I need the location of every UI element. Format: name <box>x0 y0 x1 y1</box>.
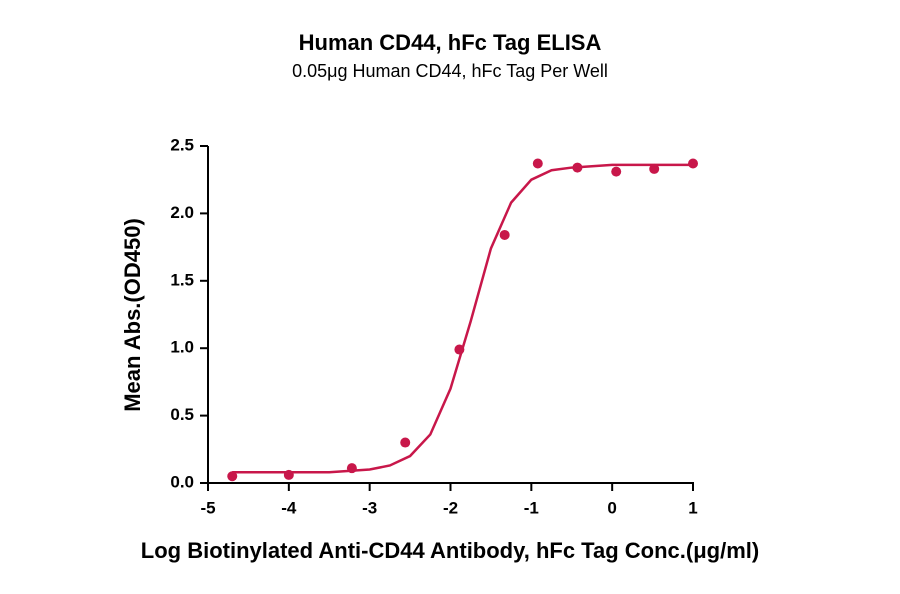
data-point <box>400 437 411 448</box>
data-point <box>688 158 698 169</box>
chart-title: Human CD44, hFc Tag ELISA <box>299 30 602 55</box>
y-tick-label: 2.5 <box>170 135 194 154</box>
data-point <box>532 158 543 169</box>
x-tick-label: -5 <box>200 498 215 517</box>
chart-subtitle: 0.05μg Human CD44, hFc Tag Per Well <box>292 61 608 81</box>
y-tick-label: 1.5 <box>170 270 194 289</box>
data-point <box>649 163 660 174</box>
y-tick-label: 0.0 <box>170 472 194 491</box>
data-point <box>227 471 238 482</box>
x-tick-label: -1 <box>524 498 539 517</box>
y-axis-label: Mean Abs.(OD450) <box>120 218 145 412</box>
y-tick-label: 2.0 <box>170 203 194 222</box>
x-tick-label: 0 <box>607 498 616 517</box>
x-tick-label: -2 <box>443 498 458 517</box>
data-point <box>611 166 622 177</box>
x-tick-label: 1 <box>688 498 697 517</box>
data-point <box>499 229 510 240</box>
x-tick-label: -3 <box>362 498 377 517</box>
y-tick-label: 0.5 <box>170 405 194 424</box>
y-tick-label: 1.0 <box>170 338 194 357</box>
fit-curve <box>232 163 693 474</box>
x-axis-label: Log Biotinylated Anti-CD44 Antibody, hFc… <box>141 538 759 563</box>
x-tick-label: -4 <box>281 498 297 517</box>
